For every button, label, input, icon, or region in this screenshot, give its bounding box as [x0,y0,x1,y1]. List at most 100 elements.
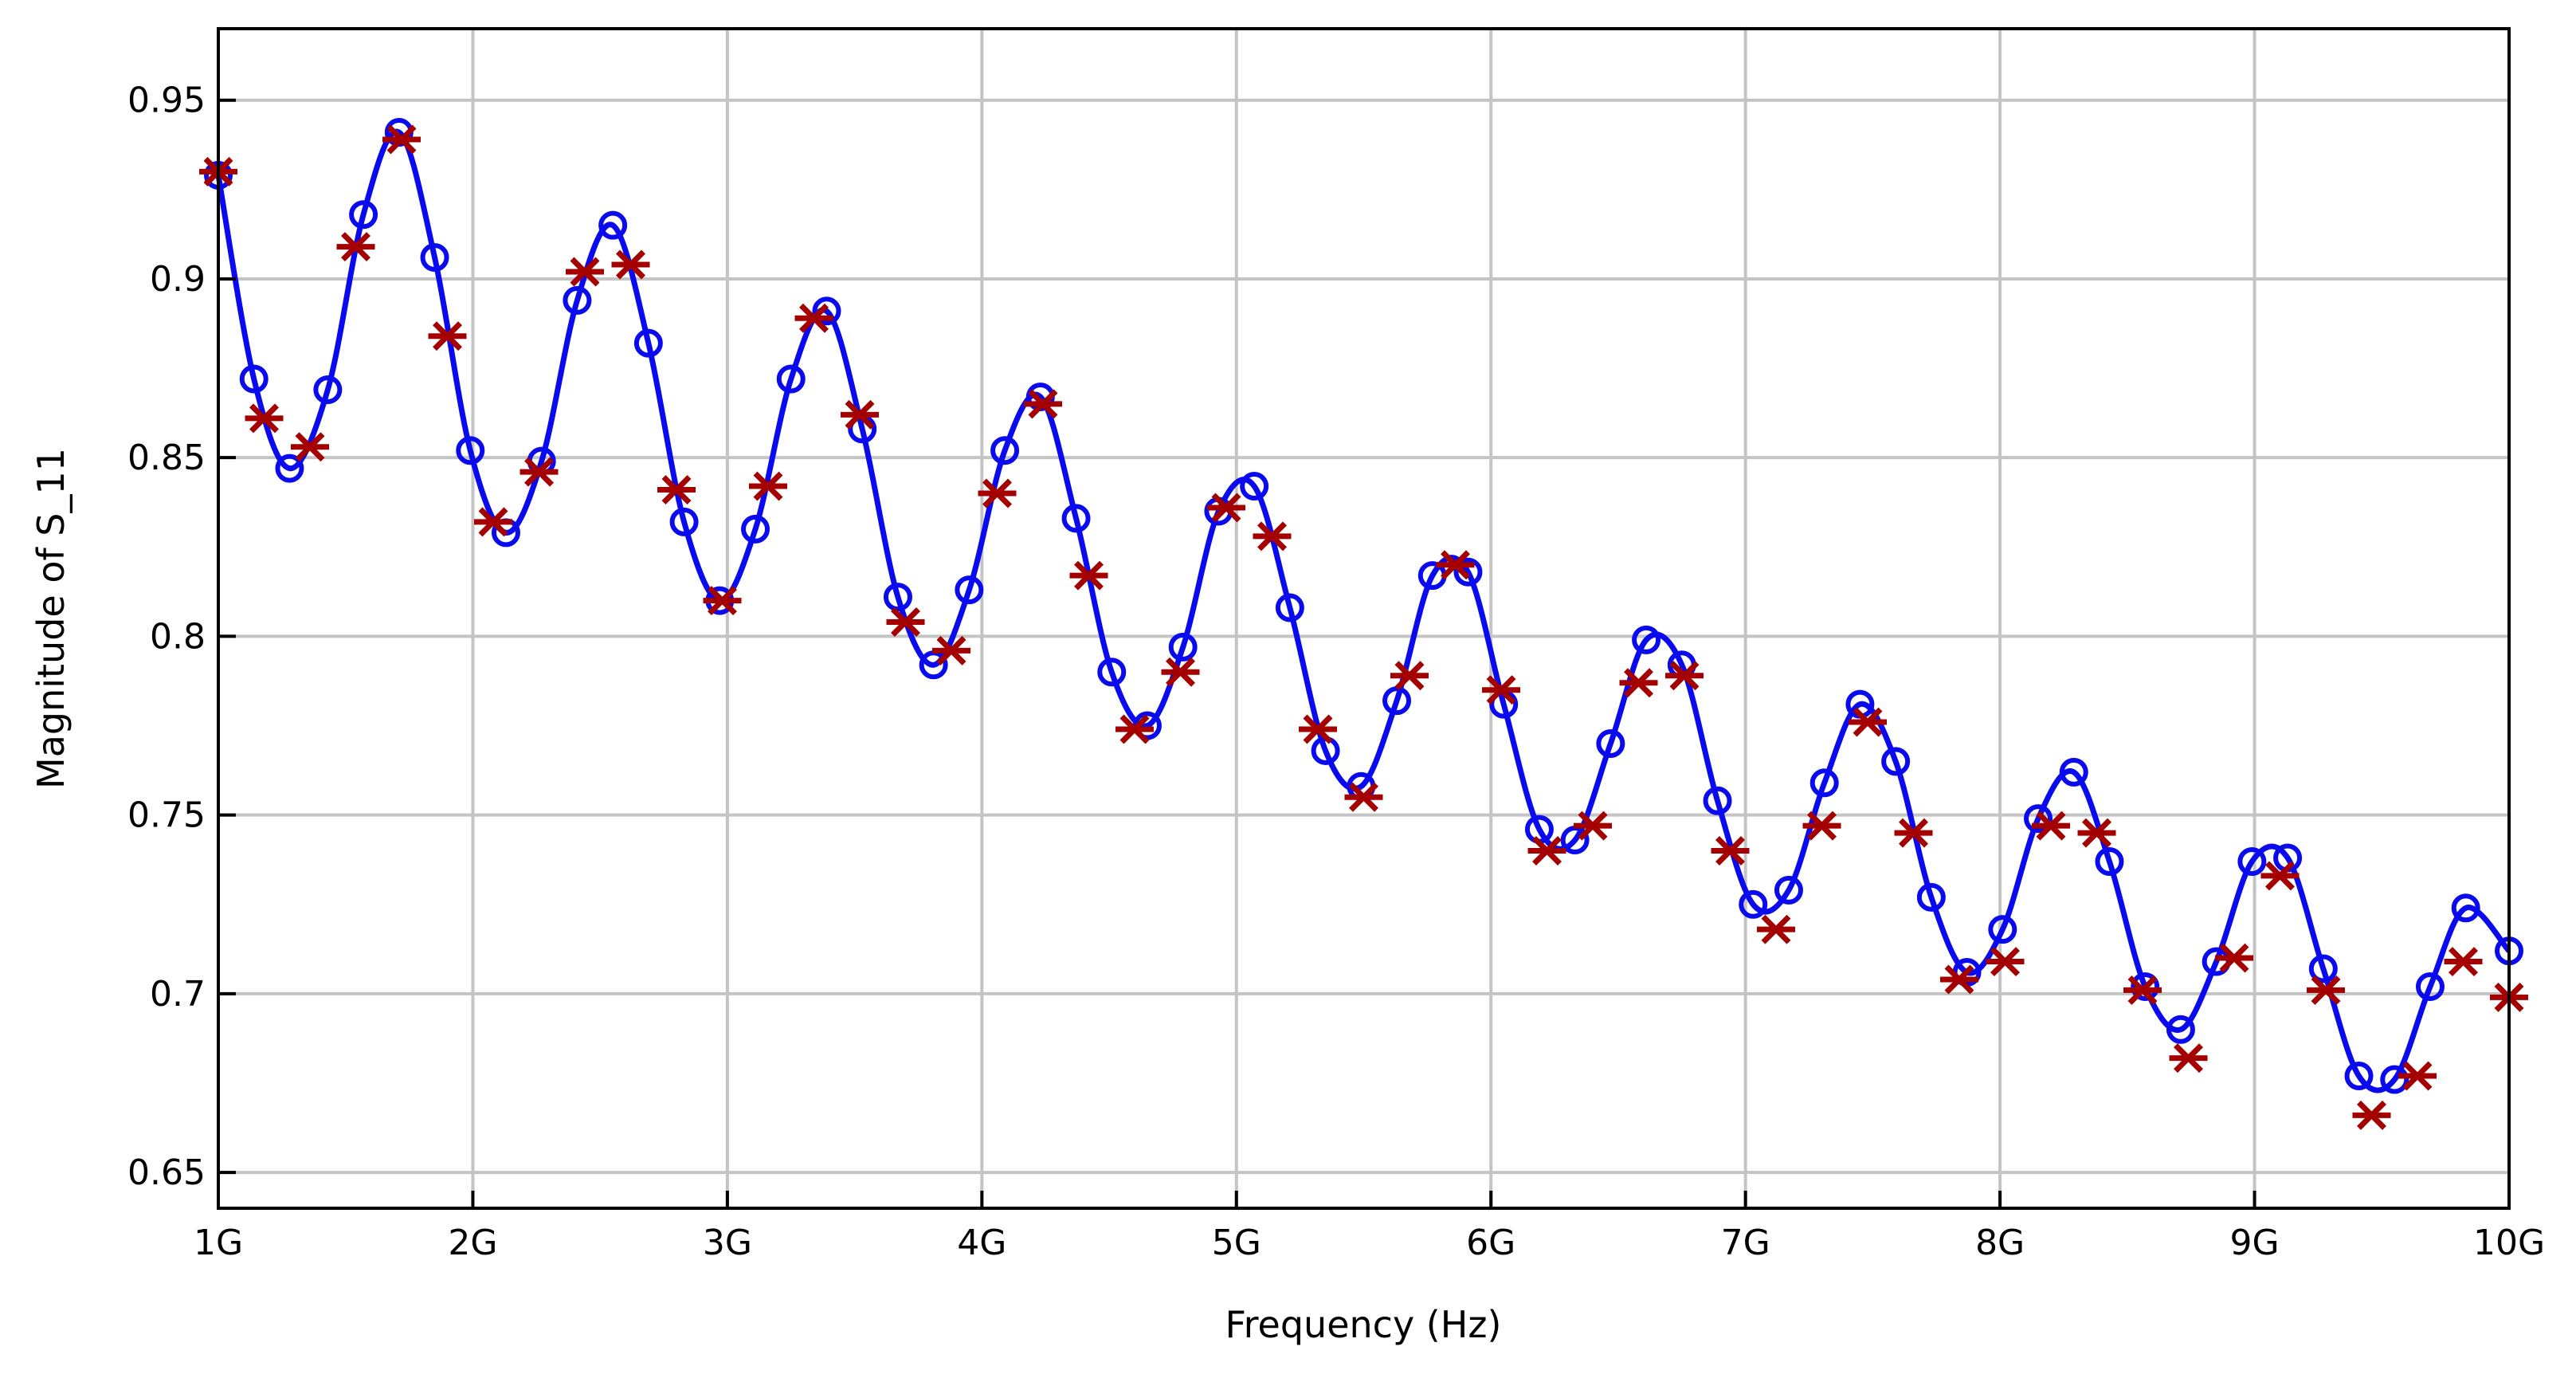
circle-marker [1881,747,1911,776]
asterisk-marker [1849,707,1887,737]
asterisk-stroke [1807,811,1837,841]
circle-marker [2059,757,2088,787]
asterisk-marker [1711,836,1750,866]
asterisk-stroke [2357,1100,2386,1130]
asterisk-stroke [2265,861,2295,891]
asterisk-stroke [616,249,645,280]
asterisk-marker [978,478,1017,508]
asterisk-stroke [1715,836,1745,866]
circle-marker [633,328,663,358]
asterisk-stroke [478,507,508,537]
asterisk-stroke [2219,943,2249,973]
x-tick-label: 8G [1975,1223,2025,1263]
circle-marker [1240,472,1269,501]
asterisk-marker [657,475,696,505]
asterisk-marker [1802,811,1841,841]
x-tick-label: 5G [1212,1223,1261,1263]
asterisk-stroke [2311,975,2341,1005]
asterisk-stroke [1441,550,1470,580]
asterisk-stroke [1944,964,1974,995]
x-tick-label: 4G [957,1223,1006,1263]
asterisk-marker [1161,657,1200,687]
asterisk-stroke [753,471,783,501]
asterisk-stroke [1166,657,1195,687]
asterisk-stroke [1853,707,1883,737]
y-tick-label: 0.8 [150,616,206,657]
asterisk-stroke [1578,811,1608,841]
circle-marker [349,200,378,230]
asterisk-marker [1436,550,1475,580]
asterisk-stroke [661,475,692,505]
circle-marker [669,507,699,536]
asterisk-stroke [1532,836,1562,866]
asterisk-marker [2307,975,2345,1005]
asterisk-marker [2215,943,2253,973]
y-tick-label: 0.65 [127,1152,206,1193]
x-tick-label: 10G [2473,1223,2545,1263]
asterisk-stroke [341,232,371,262]
asterisk-marker [1986,947,2025,977]
asterisk-stroke [1028,389,1058,419]
circle-marker [2237,846,2267,876]
asterisk-stroke [1349,782,1378,812]
asterisk-marker [1299,714,1337,744]
asterisk-stroke [1119,714,1150,744]
circle-marker [1596,728,1625,758]
circle-marker [2380,1065,2409,1094]
asterisk-marker [382,124,421,155]
circle-marker [1061,504,1091,533]
asterisk-stroke [249,403,279,434]
asterisk-stroke [2127,975,2158,1005]
circle-marker [2451,893,2480,923]
asterisk-stroke [2036,811,2066,841]
circle-marker [1916,882,1946,912]
asterisk-stroke [891,607,920,637]
circle-marker [812,296,841,326]
circle-marker [1275,593,1304,622]
asterisk-stroke [1990,947,2020,977]
asterisk-marker [2398,1061,2437,1091]
asterisk-stroke [570,257,600,287]
asterisk-marker [1574,811,1612,841]
y-tick-label: 0.85 [127,438,206,478]
asterisk-marker [703,586,742,616]
circle-marker [2095,846,2124,876]
circle-marker [741,514,770,544]
y-tick-label: 0.75 [127,795,206,836]
asterisk-marker [1024,389,1062,419]
y-tick-label: 0.95 [127,80,206,121]
asterisk-stroke [708,586,737,616]
grid [217,29,2511,1208]
circle-marker [2344,1062,2374,1091]
asterisk-marker [1390,661,1429,691]
asterisk-marker [611,249,650,280]
asterisk-marker [474,507,512,537]
asterisk-marker [566,257,604,287]
circle-marker [1988,915,2017,944]
asterisk-marker [1115,714,1154,744]
series-line [215,128,2511,1093]
asterisk-marker [2352,1100,2391,1130]
asterisk-stroke [845,399,875,430]
circle-marker [1382,686,1412,716]
ticks: 1G 2G 3G 4G 5G 6G 7G 8G 9G 10G 0.65 0.7 0.75 0.8 0.85 0… [127,80,2545,1263]
circle-marker [1453,557,1483,587]
asterisk-stroke [524,457,554,487]
circle-marker [1809,768,1839,798]
circle-marker [1097,658,1127,687]
circle-marker [456,436,485,465]
asterisk-stroke [1486,675,1516,705]
markers [199,118,2528,1130]
circle-marker [313,375,343,404]
asterisk-marker [2077,818,2116,848]
circle-marker [1703,786,1732,815]
asterisk-stroke [936,635,966,665]
circle-marker [1774,875,1803,905]
asterisk-marker [2169,1043,2208,1074]
circle-marker [598,210,628,240]
asterisk-stroke [433,321,462,351]
asterisk-marker [2032,811,2070,841]
asterisk-marker [1757,914,1795,944]
